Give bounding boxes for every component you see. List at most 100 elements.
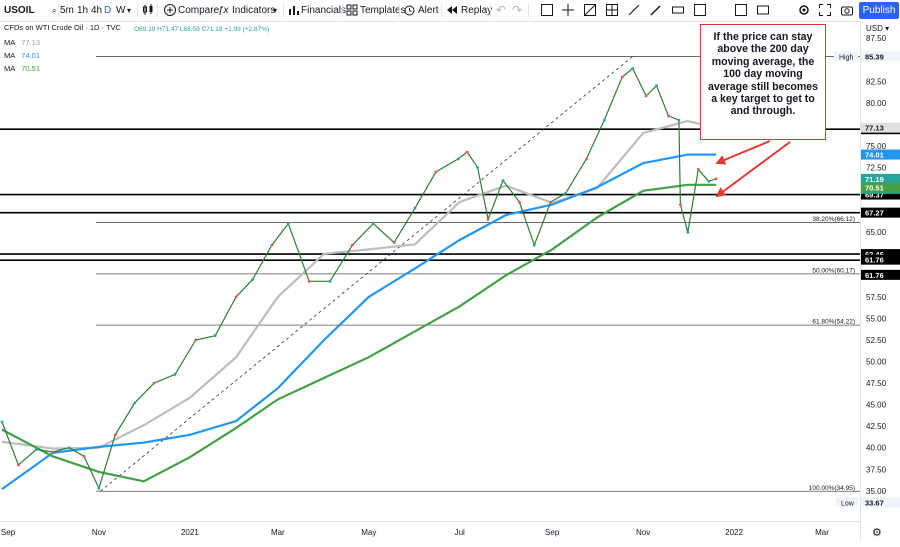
price-tick-label: 75.00 <box>866 142 887 151</box>
indicators-button[interactable]: Indicators <box>232 5 276 16</box>
price-axis-badge-label: 61.76 <box>865 256 884 265</box>
interval-5m[interactable]: 5m <box>60 5 74 16</box>
price-tick-label: 82.50 <box>866 77 887 86</box>
financials-button[interactable]: Financials <box>301 5 347 16</box>
price-point <box>678 203 682 207</box>
price-axis-badge <box>861 149 900 160</box>
interval-w[interactable]: W <box>116 5 126 16</box>
layout-icon[interactable] <box>540 3 554 17</box>
indicators-icon[interactable]: ƒx <box>218 5 229 16</box>
price-tick-label: 50.00 <box>866 358 887 367</box>
price-tick-label: 40.00 <box>866 444 887 453</box>
redo-icon[interactable]: ↷ <box>512 3 523 17</box>
high-note: High <box>839 54 854 61</box>
templates-icon[interactable] <box>346 3 358 17</box>
price-point <box>152 381 156 385</box>
price-point <box>655 84 658 88</box>
candles-icon[interactable] <box>142 3 154 17</box>
grid-tool-icon[interactable] <box>605 3 619 17</box>
price-axis-badge-label: 70.51 <box>865 184 884 193</box>
price-axis-badge <box>861 249 900 260</box>
chevron-down-icon[interactable]: ▾ <box>273 6 278 15</box>
ma-value: 74.01 <box>21 51 41 60</box>
ma-legend-row[interactable]: MA 74.01 <box>4 51 40 60</box>
currency-selector[interactable]: USD ▾ <box>866 24 890 33</box>
price-tick-label: 42.50 <box>866 422 887 431</box>
replay-button[interactable]: Replay <box>461 5 493 16</box>
price-axis-badge <box>861 254 900 265</box>
publish-button[interactable]: Publish <box>859 2 899 19</box>
fullscreen-icon[interactable] <box>818 3 832 17</box>
interval-1h[interactable]: 1h <box>77 5 89 16</box>
trendline-icon[interactable] <box>627 3 641 17</box>
replay-icon[interactable] <box>446 3 459 17</box>
price-chart[interactable]: 38.20%(66.12) 50.00%(60.17) 61.80%(54.22) 1… <box>0 21 860 521</box>
interval-4h[interactable]: 4h <box>91 5 103 16</box>
moving-average-line <box>1 119 717 450</box>
gear-icon[interactable] <box>797 3 811 17</box>
ma-legend-row[interactable]: MA 70.51 <box>4 64 40 73</box>
chevron-down-icon[interactable]: ▾ <box>127 6 132 15</box>
price-tick-label: 87.50 <box>866 34 887 43</box>
financials-icon[interactable] <box>288 3 300 17</box>
price-tick-label: 45.00 <box>866 401 887 410</box>
price-point <box>620 75 624 79</box>
rectangle-tool-icon[interactable] <box>756 3 770 17</box>
symbol-search[interactable]: USOIL <box>4 5 35 16</box>
toolbar-divider <box>157 4 158 17</box>
price-series <box>0 67 718 490</box>
compare-button[interactable]: Compare <box>178 5 220 16</box>
time-axis[interactable]: Sep Nov 2021 Mar May Jul Sep Nov 2022 Mar ⚙ <box>0 521 882 542</box>
price-point <box>17 463 20 467</box>
camera-icon[interactable] <box>840 3 854 17</box>
ma-label: MA <box>4 64 16 73</box>
ma-label: MA <box>4 38 16 47</box>
ohlc-values: O69.19 H71.47 L68.59 C71.19 +1.99 (+2.87… <box>134 26 270 33</box>
price-axis-badge <box>861 207 900 218</box>
price-axis-badge-label: 85.39 <box>865 52 884 61</box>
toolbar-divider <box>342 4 343 17</box>
toolbar-divider <box>213 4 214 17</box>
chart-legend-title: CFDs on WTI Crude Oil · 1D · TVC <box>4 23 121 32</box>
fullscreen-icon[interactable] <box>734 3 748 17</box>
search-icon[interactable]: ⌕ <box>52 6 57 15</box>
alert-button[interactable]: Alert <box>418 5 439 16</box>
price-line <box>1 67 717 490</box>
price-axis-badge-label: 33.67 <box>865 498 884 507</box>
fib-level-label: 61.80%(54.22) <box>812 319 855 326</box>
price-axis-badge-label: 62.46 <box>865 250 884 259</box>
ruler-icon[interactable] <box>671 3 685 17</box>
price-point <box>286 222 290 225</box>
templates-button[interactable]: Templates <box>360 5 406 16</box>
fib-level-label: 50.00%(60.17) <box>812 267 855 274</box>
price-point <box>194 338 198 342</box>
time-axis-labels: Sep Nov 2021 Mar May Jul Sep Nov 2022 Mar ⚙ <box>1 526 882 539</box>
low-note-bg <box>836 497 858 508</box>
price-axis-badge-label: 77.13 <box>865 124 884 133</box>
price-point <box>564 192 567 195</box>
cursor-icon[interactable] <box>561 3 575 17</box>
price-point <box>82 454 86 458</box>
price-point <box>486 217 490 221</box>
expand-icon[interactable] <box>693 3 707 17</box>
pen-icon[interactable] <box>649 3 663 17</box>
price-tick-label: 80.00 <box>866 99 887 108</box>
top-toolbar: USOIL ⌕ 5m 1h 4h D W ▾ Compare ƒx Indica… <box>0 0 900 22</box>
moving-averages <box>1 119 717 490</box>
price-point <box>686 230 690 234</box>
price-axis[interactable]: 35.00 37.50 40.00 42.50 45.00 47.50 50.00 52.50… <box>860 21 900 541</box>
price-tick-label: 47.50 <box>866 379 887 388</box>
undo-icon[interactable]: ↶ <box>496 3 507 17</box>
high-note-bg <box>834 51 858 62</box>
alarm-clock-icon[interactable] <box>403 3 416 17</box>
price-point <box>173 373 177 376</box>
add-circle-icon[interactable] <box>163 3 177 17</box>
toolbar-divider <box>441 4 442 17</box>
ma-legend-row[interactable]: MA 77.13 <box>4 38 40 47</box>
price-point <box>667 114 670 118</box>
fib-tool-icon[interactable] <box>583 3 597 17</box>
moving-average-line <box>1 183 717 483</box>
ma-label: MA <box>4 51 16 60</box>
interval-d[interactable]: D <box>104 5 112 16</box>
annotation-callout: If the price can stay above the 200 day … <box>700 24 826 140</box>
